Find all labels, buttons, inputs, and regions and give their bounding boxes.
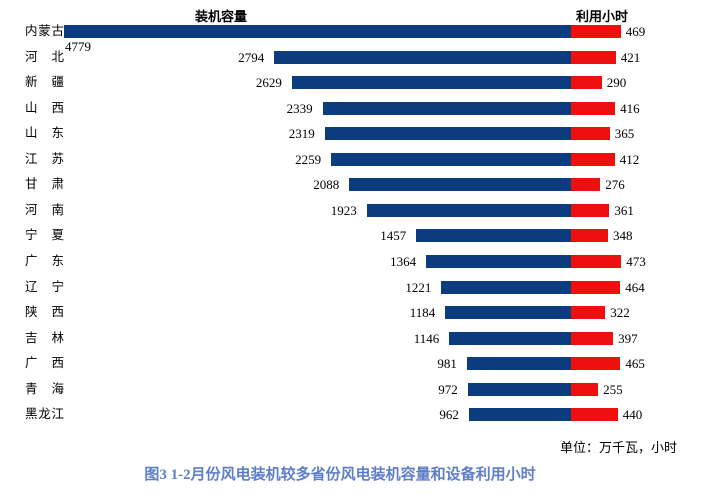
right-series-title: 利用小时 — [576, 9, 629, 24]
province-label: 广西 — [25, 356, 64, 371]
hours-bar — [571, 25, 621, 38]
hours-value: 464 — [625, 279, 645, 295]
hours-value: 412 — [619, 151, 640, 167]
capacity-bar — [468, 408, 571, 422]
hours-value: 276 — [605, 177, 625, 193]
capacity-value: 2088 — [313, 177, 340, 193]
capacity-value: 4779 — [65, 39, 91, 54]
hours-value: 421 — [620, 49, 641, 65]
hours-bar — [571, 357, 621, 371]
hours-value: 322 — [610, 305, 630, 321]
capacity-value: 1184 — [409, 305, 436, 321]
capacity-bar — [331, 152, 571, 166]
province-label: 河北 — [25, 49, 64, 64]
capacity-bar — [445, 306, 571, 320]
province-label: 陕西 — [25, 305, 64, 320]
hours-bar — [571, 280, 621, 294]
capacity-bar — [291, 76, 571, 90]
hours-bar — [571, 229, 608, 243]
hours-bar — [571, 203, 610, 217]
hours-bar — [571, 178, 601, 192]
hours-bar — [571, 408, 618, 422]
unit-note: 单位：万千瓦，小时 — [559, 440, 677, 455]
province-label: 吉林 — [25, 330, 64, 345]
hours-bar — [571, 127, 610, 141]
province-label: 黑龙江 — [25, 407, 64, 422]
capacity-bar — [449, 331, 571, 345]
capacity-value: 2629 — [255, 75, 282, 91]
capacity-bar — [467, 382, 571, 396]
province-label: 宁夏 — [25, 228, 64, 243]
chart-caption: 图3 1-2月份风电装机较多省份风电装机容量和设备利用小时 — [144, 467, 536, 483]
capacity-value: 2794 — [238, 49, 265, 65]
province-label: 广东 — [25, 253, 64, 268]
hours-bar — [571, 76, 602, 90]
capacity-bar — [366, 203, 571, 217]
hours-value: 416 — [620, 100, 640, 116]
hours-value: 469 — [625, 24, 646, 39]
hours-value: 473 — [626, 253, 646, 269]
capacity-value: 1457 — [380, 228, 407, 244]
capacity-bar — [274, 50, 571, 64]
capacity-bar — [426, 254, 571, 268]
capacity-value: 962 — [439, 407, 459, 423]
hours-bar — [571, 152, 615, 166]
province-label: 青海 — [25, 381, 64, 396]
capacity-bar — [324, 127, 571, 141]
capacity-bar — [441, 280, 571, 294]
province-label: 山东 — [25, 126, 64, 141]
capacity-value: 2259 — [295, 151, 322, 167]
province-label: 江苏 — [25, 151, 64, 166]
capacity-value: 981 — [437, 356, 457, 372]
province-label: 内蒙古 — [25, 24, 64, 38]
capacity-bar — [349, 178, 571, 192]
capacity-value: 1923 — [330, 202, 357, 218]
capacity-bar — [416, 229, 571, 243]
hours-bar — [571, 382, 599, 396]
hours-bar — [571, 101, 616, 115]
hours-value: 361 — [614, 202, 634, 218]
hours-value: 290 — [606, 75, 627, 91]
capacity-value: 1146 — [413, 330, 440, 346]
hours-bar — [571, 331, 614, 345]
hours-value: 465 — [625, 356, 645, 372]
province-label: 辽宁 — [25, 279, 64, 294]
province-label: 山西 — [25, 100, 64, 115]
capacity-value: 1364 — [390, 253, 417, 269]
hours-bar — [571, 254, 622, 268]
hours-bar — [571, 306, 606, 320]
capacity-bar — [466, 357, 571, 371]
left-series-title: 装机容量 — [195, 9, 248, 24]
hours-value: 365 — [614, 126, 635, 142]
hours-value: 397 — [618, 330, 638, 346]
province-label: 河南 — [25, 202, 64, 217]
hours-value: 348 — [612, 228, 633, 244]
hours-value: 255 — [603, 381, 623, 397]
capacity-value: 2319 — [288, 126, 315, 142]
capacity-value: 1221 — [405, 279, 432, 295]
hours-value: 440 — [622, 407, 643, 423]
province-label: 新疆 — [25, 75, 64, 90]
hours-bar — [571, 50, 616, 64]
capacity-bar — [322, 101, 571, 115]
capacity-bar — [63, 25, 571, 38]
province-label: 甘肃 — [25, 177, 64, 192]
capacity-value: 2339 — [286, 100, 313, 116]
capacity-value: 972 — [438, 381, 458, 397]
